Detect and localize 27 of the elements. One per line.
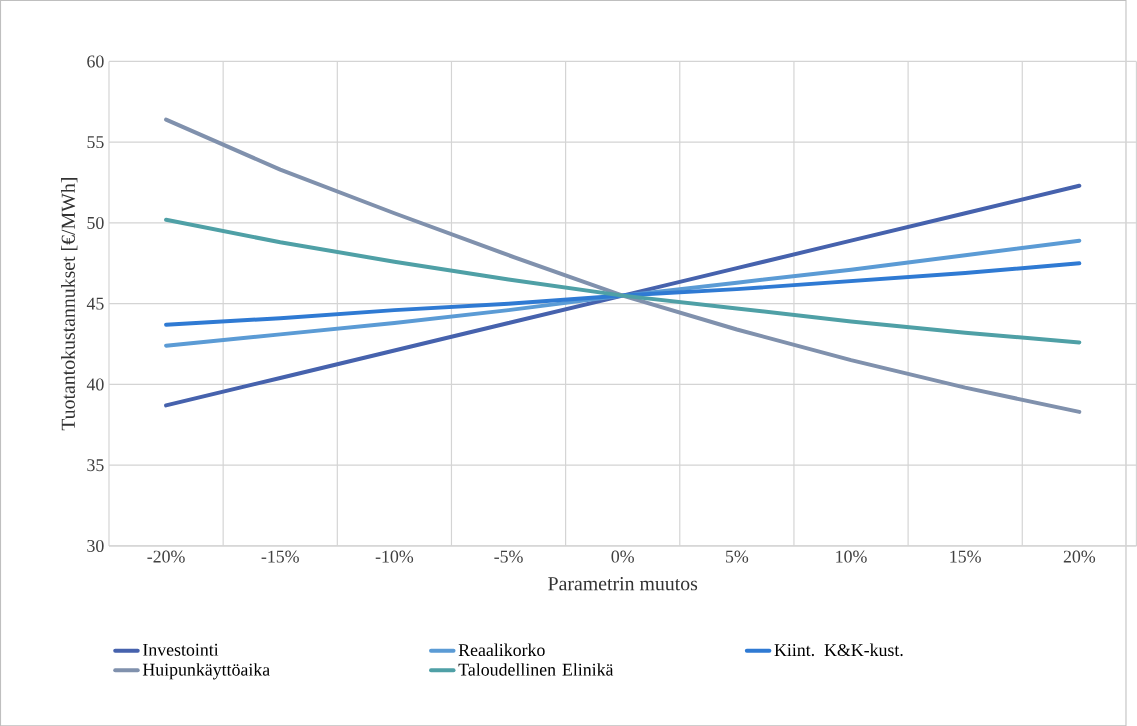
x-tick-label: 5%	[726, 550, 749, 563]
legend-label: Huipunkäyttöaika	[142, 663, 270, 680]
y-tick-label: 35	[87, 459, 104, 472]
y-tick-label: 40	[86, 378, 104, 391]
line-series	[164, 238, 1082, 348]
y-tick-label: 55	[87, 136, 104, 148]
line-series	[164, 183, 1082, 408]
x-tick-label: -5%	[494, 550, 523, 563]
x-tick-label: 20%	[1063, 550, 1096, 563]
line-series	[164, 117, 1082, 414]
y-axis-title: Tuotantokustannukset [€/MWh]	[61, 177, 78, 431]
x-tick-label: -20%	[147, 550, 185, 563]
legend-label: Kiint. K&K-kust.	[774, 643, 903, 657]
legend-label: Reaalikorko	[458, 643, 545, 656]
x-tick-label: -10%	[375, 550, 414, 563]
x-axis-title: Parametrin muutos	[548, 576, 698, 591]
x-tick-label: -15%	[261, 550, 299, 563]
y-tick-label: 45	[86, 297, 104, 310]
x-tick-label: 10%	[836, 550, 867, 563]
legend-label: Investointi	[143, 643, 219, 656]
x-tick-label: 15%	[950, 550, 981, 563]
y-tick-label: 50	[87, 216, 104, 229]
x-tick-label: 0%	[611, 550, 634, 563]
y-tick-label: 60	[87, 55, 104, 68]
legend-label: Taloudellinen Elinikä	[458, 663, 614, 676]
line-series	[164, 217, 1082, 345]
y-tick-label: 30	[87, 539, 104, 552]
